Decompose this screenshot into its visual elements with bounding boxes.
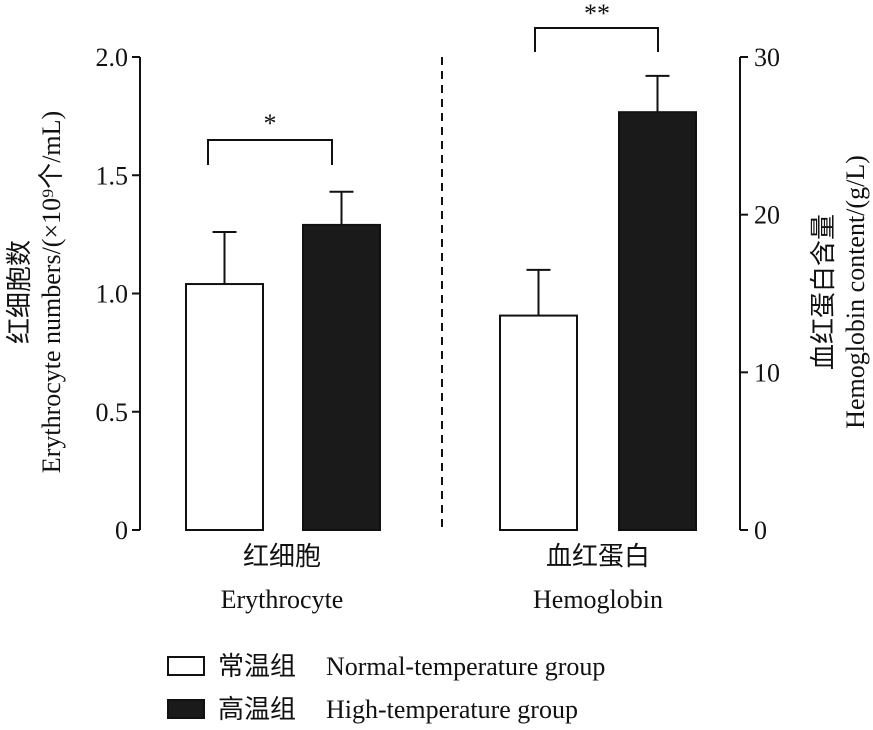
bar-hemoglobin-0 [499, 314, 578, 531]
right-axis-label-en: Hemoglobin content/(g/L) [841, 155, 870, 429]
left-tick-label: 0.5 [96, 398, 129, 427]
legend-swatch-normal [167, 656, 205, 676]
left-tick-label: 1.5 [96, 161, 129, 190]
right-tick-label: 30 [754, 43, 780, 72]
bar-erythrocyte-1 [302, 223, 381, 531]
significance-star-1: ** [584, 0, 610, 28]
legend-label-normal-en: Normal-temperature group [326, 652, 605, 681]
left-tick-label: 2.0 [96, 43, 129, 72]
significance-star-0: * [264, 109, 277, 138]
right-axis-label-zh: 血红蛋白含量 [809, 214, 838, 370]
left-tick-label: 1.0 [96, 280, 129, 309]
significance-bracket-0 [207, 139, 333, 165]
legend-label-normal-zh: 常温组 [218, 652, 296, 681]
category-label-zh-1: 血红蛋白 [546, 542, 650, 571]
significance-bracket-1 [534, 27, 659, 52]
legend-swatch-high [167, 699, 205, 719]
left-axis-label-zh: 红细胞数 [5, 240, 34, 344]
right-tick-label: 0 [754, 516, 767, 545]
category-label-zh-0: 红细胞 [243, 542, 321, 571]
left-axis-label-en: Erythrocyte numbers/(×10⁹个/mL) [37, 111, 66, 473]
left-tick-label: 0 [115, 516, 128, 545]
bar-erythrocyte-0 [185, 283, 264, 532]
right-tick-label: 10 [754, 358, 780, 387]
category-label-en-0: Erythrocyte [221, 585, 344, 614]
category-label-en-1: Hemoglobin [533, 585, 663, 614]
right-tick-label: 20 [754, 201, 780, 230]
legend-label-high-zh: 高温组 [218, 695, 296, 724]
bar-hemoglobin-1 [618, 111, 697, 532]
legend-label-high-en: High-temperature group [326, 695, 578, 724]
